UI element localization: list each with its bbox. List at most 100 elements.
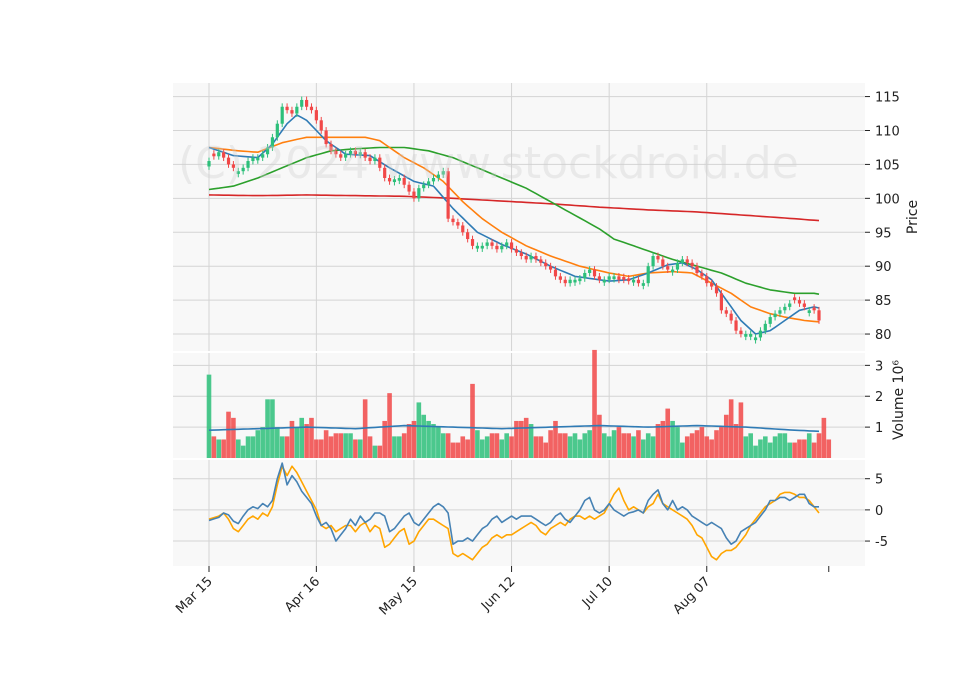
volume-bar-116: [772, 436, 778, 458]
volume-bar-22: [314, 439, 319, 458]
candle-body-5: [231, 164, 235, 168]
volume-bar-108: [733, 424, 739, 458]
candle-body-37: [387, 177, 392, 182]
volume-bar-34: [372, 445, 378, 458]
volume-bar-82: [606, 436, 612, 458]
candle-body-49: [446, 171, 450, 219]
volume-bar-5: [231, 417, 236, 458]
volume-bar-61: [504, 433, 509, 458]
candle-body-55: [475, 245, 479, 249]
candle-body-98: [685, 259, 689, 263]
candle-body-78: [588, 269, 592, 273]
candle-body-51: [456, 222, 460, 226]
volume-bar-102: [704, 436, 710, 458]
candle-body-72: [558, 276, 562, 280]
volume-bar-93: [660, 420, 666, 458]
price-ytick-label-80: 80: [875, 328, 892, 343]
candle-body-22: [314, 110, 318, 121]
candle-body-84: [617, 276, 621, 280]
candle-body-2: [217, 152, 221, 157]
candle-body-82: [607, 276, 611, 280]
volume-bar-73: [562, 433, 568, 458]
volume-ma-line: [208, 424, 820, 433]
candle-body-19: [300, 99, 304, 107]
volume-bar-1: [211, 436, 217, 458]
candle-body-92: [656, 256, 660, 260]
volume-bar-71: [553, 420, 558, 458]
candle-body-45: [427, 181, 431, 185]
volume-bar-50: [450, 442, 456, 458]
candle-body-67: [534, 256, 538, 260]
x-tick-label-0: Mar 15: [173, 574, 216, 617]
volume-bar-6: [235, 439, 241, 458]
volume-bar-55: [475, 430, 480, 458]
candle-body-57: [485, 242, 489, 246]
candle-body-23: [319, 120, 323, 131]
candle-body-56: [480, 245, 484, 249]
candle-body-42: [412, 191, 416, 199]
volume-bar-79: [592, 349, 597, 458]
volume-bar-40: [401, 433, 407, 458]
volume-bar-122: [802, 439, 807, 458]
candle-body-99: [690, 262, 694, 267]
x-tick-label-2: May 15: [377, 574, 421, 618]
volume-bar-9: [250, 436, 256, 458]
candle-body-80: [597, 276, 601, 280]
candle-body-1: [212, 153, 216, 157]
volume-bar-109: [738, 402, 744, 458]
candle-body-120: [793, 297, 797, 301]
candle-body-9: [251, 157, 255, 162]
candle-body-125: [817, 310, 821, 321]
candle-body-95: [671, 269, 675, 273]
candle-body-113: [758, 330, 763, 338]
candle-body-109: [739, 330, 743, 335]
volume-bar-56: [479, 439, 485, 458]
volume-bar-14: [275, 427, 280, 458]
candle-body-97: [680, 259, 684, 263]
candle-body-18: [295, 106, 299, 114]
volume-bar-57: [484, 436, 490, 458]
volume-bar-48: [440, 433, 446, 458]
candle-body-87: [631, 279, 636, 283]
volume-bar-20: [304, 424, 309, 458]
osc-background: [173, 460, 865, 566]
volume-bar-37: [387, 393, 392, 458]
candle-body-35: [378, 157, 382, 168]
price-ytick-label-110: 110: [875, 124, 900, 139]
volume-bar-15: [279, 436, 285, 458]
candle-body-58: [490, 242, 494, 246]
volume-bar-42: [411, 420, 417, 458]
volume-bar-30: [353, 439, 358, 458]
volume-bar-65: [523, 417, 529, 458]
volume-ytick-label-1: 1: [875, 421, 883, 436]
volume-ylabel: Volume 10⁶: [891, 360, 907, 440]
candle-body-59: [495, 245, 499, 250]
volume-bar-95: [670, 420, 675, 458]
volume-bar-80: [597, 414, 602, 458]
price-ytick-label-105: 105: [875, 158, 900, 173]
volume-bar-3: [221, 439, 226, 458]
volume-bar-126: [821, 417, 827, 458]
candle-body-66: [529, 256, 533, 260]
candle-body-43: [417, 188, 421, 199]
volume-bar-16: [284, 436, 290, 458]
volume-bar-31: [357, 439, 363, 458]
volume-bar-28: [343, 433, 348, 458]
candle-body-31: [358, 152, 362, 155]
volume-bar-97: [680, 442, 685, 458]
candle-body-71: [553, 269, 558, 277]
volume-bar-11: [260, 427, 265, 458]
volume-bar-106: [723, 414, 729, 458]
candle-body-103: [710, 283, 714, 287]
volume-bar-114: [763, 436, 768, 458]
volume-bar-75: [572, 433, 578, 458]
candle-body-3: [222, 152, 226, 158]
candle-body-52: [461, 225, 465, 233]
volume-bar-72: [558, 433, 563, 458]
candle-body-34: [373, 157, 377, 162]
x-tick-label-3: Jun 12: [478, 574, 518, 614]
volume-bar-24: [323, 430, 329, 458]
volume-ytick-label-3: 3: [875, 359, 883, 374]
volume-bar-77: [582, 433, 588, 458]
